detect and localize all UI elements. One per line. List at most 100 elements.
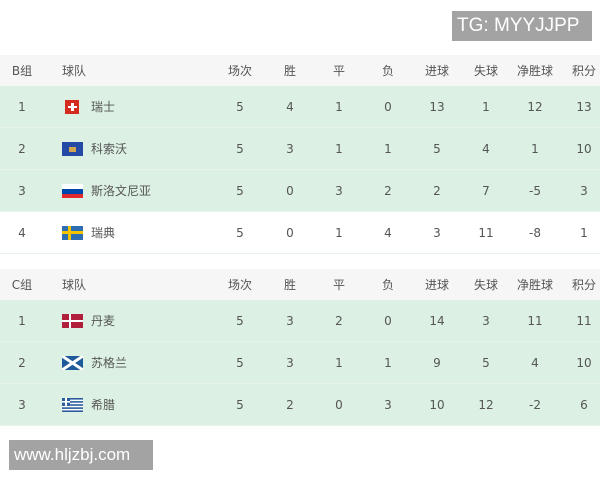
table-row: 2 苏格兰 5 3 1 1 9 5 4 10 bbox=[0, 342, 600, 384]
table-row: 1 瑞士 5 4 1 0 13 1 12 13 bbox=[0, 86, 600, 128]
goals-against: 4 bbox=[482, 141, 490, 156]
rank: 3 bbox=[18, 183, 26, 198]
played: 5 bbox=[236, 313, 244, 328]
rank: 2 bbox=[18, 355, 26, 370]
team: 丹麦 bbox=[62, 300, 202, 341]
team-name: 科索沃 bbox=[91, 142, 128, 156]
goals-for: 10 bbox=[429, 397, 445, 412]
played: 5 bbox=[236, 355, 244, 370]
greece-flag-icon bbox=[62, 397, 83, 412]
goals-against: 7 bbox=[482, 183, 490, 198]
points: 10 bbox=[576, 141, 592, 156]
header-lost: 负 bbox=[381, 278, 394, 292]
points: 11 bbox=[576, 313, 592, 328]
won: 3 bbox=[286, 313, 294, 328]
team: 瑞典 bbox=[62, 212, 202, 253]
group-label: B组 bbox=[11, 64, 33, 78]
points: 3 bbox=[580, 183, 588, 198]
played: 5 bbox=[236, 141, 244, 156]
rank: 3 bbox=[18, 397, 26, 412]
header-team: 球队 bbox=[62, 278, 87, 292]
watermark-bottom: www.hljzbj.com bbox=[9, 440, 153, 470]
scotland-flag-icon bbox=[62, 355, 83, 370]
team-name: 苏格兰 bbox=[91, 356, 128, 370]
goals-against: 1 bbox=[482, 99, 490, 114]
goal-diff: 4 bbox=[531, 355, 539, 370]
denmark-flag-icon bbox=[62, 313, 83, 328]
won: 3 bbox=[286, 355, 294, 370]
header-points: 积分 bbox=[571, 278, 596, 292]
goals-against: 3 bbox=[482, 313, 490, 328]
header-points: 积分 bbox=[571, 64, 596, 78]
goal-diff: -5 bbox=[529, 183, 541, 198]
goal-diff: -2 bbox=[529, 397, 541, 412]
table-header: B组 球队 场次 胜 平 负 进球 失球 净胜球 积分 bbox=[0, 55, 600, 86]
drawn: 0 bbox=[335, 397, 343, 412]
won: 0 bbox=[286, 183, 294, 198]
team-name: 希腊 bbox=[91, 398, 116, 412]
points: 6 bbox=[580, 397, 588, 412]
goals-against: 11 bbox=[478, 225, 494, 240]
header-goal-diff: 净胜球 bbox=[516, 64, 553, 78]
drawn: 1 bbox=[335, 99, 343, 114]
played: 5 bbox=[236, 99, 244, 114]
drawn: 3 bbox=[335, 183, 343, 198]
goals-against: 5 bbox=[482, 355, 490, 370]
won: 3 bbox=[286, 141, 294, 156]
rank: 1 bbox=[18, 313, 26, 328]
header-won: 胜 bbox=[283, 278, 296, 292]
team: 斯洛文尼亚 bbox=[62, 170, 202, 211]
header-drawn: 平 bbox=[332, 278, 345, 292]
lost: 2 bbox=[384, 183, 392, 198]
rank: 1 bbox=[18, 99, 26, 114]
goals-for: 14 bbox=[429, 313, 445, 328]
header-goal-diff: 净胜球 bbox=[516, 278, 553, 292]
team: 瑞士 bbox=[62, 86, 202, 127]
drawn: 1 bbox=[335, 225, 343, 240]
team-name: 斯洛文尼亚 bbox=[91, 184, 152, 198]
team-name: 瑞士 bbox=[91, 100, 116, 114]
lost: 0 bbox=[384, 313, 392, 328]
played: 5 bbox=[236, 225, 244, 240]
team: 苏格兰 bbox=[62, 342, 202, 383]
table-row: 4 瑞典 5 0 1 4 3 11 -8 1 bbox=[0, 212, 600, 254]
header-goals-for: 进球 bbox=[424, 64, 449, 78]
points: 10 bbox=[576, 355, 592, 370]
goal-diff: 12 bbox=[527, 99, 543, 114]
lost: 0 bbox=[384, 99, 392, 114]
header-goals-against: 失球 bbox=[473, 278, 498, 292]
lost: 1 bbox=[384, 141, 392, 156]
won: 0 bbox=[286, 225, 294, 240]
table-row: 3 斯洛文尼亚 5 0 3 2 2 7 -5 3 bbox=[0, 170, 600, 212]
goal-diff: 1 bbox=[531, 141, 539, 156]
watermark-top: TG: MYYJJPP bbox=[452, 11, 592, 41]
header-team: 球队 bbox=[62, 64, 87, 78]
goals-for: 2 bbox=[433, 183, 441, 198]
header-played: 场次 bbox=[227, 278, 252, 292]
team: 科索沃 bbox=[62, 128, 202, 169]
group-label: C组 bbox=[11, 278, 33, 292]
lost: 4 bbox=[384, 225, 392, 240]
team: 希腊 bbox=[62, 384, 202, 425]
won: 2 bbox=[286, 397, 294, 412]
goals-for: 9 bbox=[433, 355, 441, 370]
team-name: 瑞典 bbox=[91, 226, 116, 240]
rank: 2 bbox=[18, 141, 26, 156]
goal-diff: -8 bbox=[529, 225, 541, 240]
drawn: 2 bbox=[335, 313, 343, 328]
points: 13 bbox=[576, 99, 592, 114]
group-b-table: B组 球队 场次胜平负进球 失球 净胜球 积分 1 瑞士 5 4 1 0 13 1 12 13 2 科索沃 5 3 1 1… bbox=[0, 55, 600, 254]
header-lost: 负 bbox=[381, 64, 394, 78]
group-c-table: C组 球队 场次胜平负进球 失球 净胜球 积分 1 丹麦 5 3 2 0 14 3 11 11 2 苏格兰 5 3 1 1… bbox=[0, 269, 600, 426]
won: 4 bbox=[286, 99, 294, 114]
drawn: 1 bbox=[335, 355, 343, 370]
team-name: 丹麦 bbox=[91, 314, 116, 328]
goals-for: 3 bbox=[433, 225, 441, 240]
table-row: 3 希腊 5 2 0 3 10 12 -2 6 bbox=[0, 384, 600, 426]
goals-against: 12 bbox=[478, 397, 494, 412]
header-played: 场次 bbox=[227, 64, 252, 78]
rank: 4 bbox=[18, 225, 26, 240]
kosovo-flag-icon bbox=[62, 141, 83, 156]
goals-for: 5 bbox=[433, 141, 441, 156]
header-won: 胜 bbox=[283, 64, 296, 78]
